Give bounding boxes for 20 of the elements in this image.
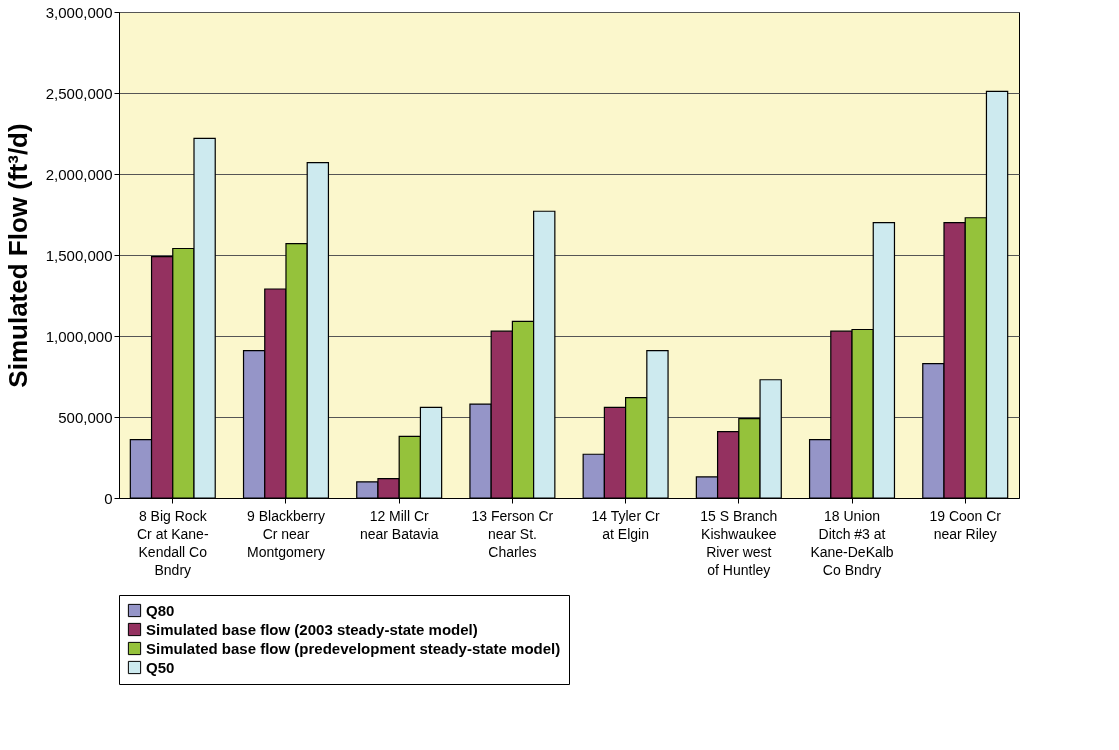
y-tick-label: 3,000,000 <box>45 3 113 21</box>
x-tick-label: 8 Big Rock Cr at Kane-Kendall Co Bndry <box>136 507 209 578</box>
legend-label: Simulated base flow (predevelopment steady-state model) <box>146 639 561 657</box>
x-tick-label: 13 Ferson Cr near St. Charles <box>471 507 554 560</box>
y-tick-label: 2,000,000 <box>45 165 113 183</box>
y-tick-label: 2,500,000 <box>45 84 113 102</box>
legend-label: Q50 <box>146 658 175 676</box>
x-tick-label: 14 Tyler Cr at Elgin <box>591 507 661 542</box>
x-tick-label: 9 Blackberry Cr near Montgomery <box>247 507 325 560</box>
y-axis-title: Simulated Flow (ft³/d) <box>2 123 33 388</box>
y-tick-label: 1,000,000 <box>45 327 113 345</box>
y-tick-label: 1,500,000 <box>45 246 113 264</box>
x-tick-label: 12 Mill Cr near Batavia <box>359 507 439 542</box>
legend-label: Simulated base flow (2003 steady-state model) <box>146 620 478 638</box>
y-tick-label: 500,000 <box>58 408 113 426</box>
x-tick-label: 18 Union Ditch #3 at Kane-DeKalb Co Bndry <box>810 507 894 578</box>
y-tick-label: 0 <box>104 489 113 507</box>
legend-label: Q80 <box>146 601 175 619</box>
x-tick-label: 19 Coon Cr near Riley <box>929 507 1002 542</box>
x-tick-label: 15 S Branch Kishwaukee River west of Huntley <box>700 507 778 578</box>
